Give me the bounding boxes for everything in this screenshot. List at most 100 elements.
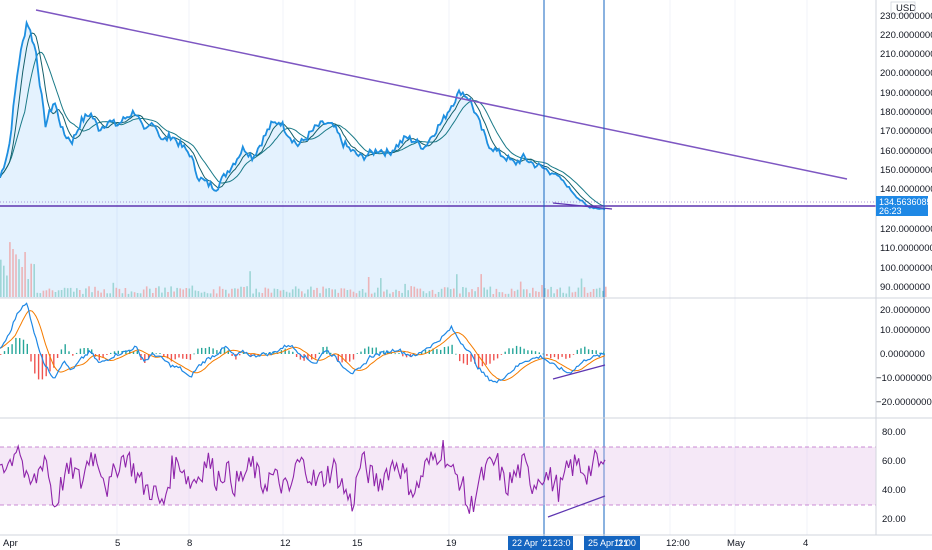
volume-bar	[434, 293, 437, 297]
descending-trendline[interactable]	[35, 9, 848, 180]
volume-bar	[404, 283, 406, 297]
macd-histogram-bar	[367, 346, 370, 354]
volume-bar	[185, 288, 188, 297]
macd-histogram-bar	[504, 351, 506, 354]
macd-histogram-bar	[3, 351, 6, 354]
volume-bar	[574, 291, 577, 297]
volume-bar	[386, 289, 388, 297]
macd-histogram-bar	[292, 351, 294, 354]
macd-histogram-bar	[185, 354, 188, 359]
volume-bar	[297, 288, 300, 297]
price-axis[interactable]: USD 230.0000000 220.0000000 210.0000000 …	[876, 1, 932, 293]
price-axis-label: 160.0000000	[880, 146, 932, 157]
price-wedge-line[interactable]	[552, 202, 613, 210]
volume-bar	[173, 291, 175, 297]
rsi-divergence-line[interactable]	[547, 495, 606, 518]
volume-bar	[364, 292, 367, 297]
macd-histogram-bar	[390, 353, 393, 354]
macd-histogram-bar	[34, 354, 36, 374]
macd-histogram-bar	[53, 354, 55, 368]
volume-bar	[221, 288, 224, 297]
volume-bar	[486, 289, 488, 297]
volume-bar	[313, 289, 315, 297]
volume-bar	[428, 291, 431, 297]
macd-divergence-line[interactable]	[552, 364, 606, 380]
macd-histogram-bar	[0, 354, 2, 355]
macd-histogram-bar	[455, 353, 457, 355]
volume-bar	[158, 286, 160, 297]
macd-histogram-bar	[572, 354, 575, 355]
volume-bar	[97, 290, 99, 297]
price-axis-label: 170.0000000	[880, 126, 932, 137]
volume-bar	[602, 290, 604, 297]
volume-bar	[343, 288, 346, 297]
macd-histogram-bar	[318, 352, 320, 354]
macd-histogram-bar	[147, 354, 150, 360]
macd-histogram-bar	[64, 344, 66, 354]
rsi-axis-label: 20.00	[882, 514, 906, 525]
macd-histogram-bar	[576, 349, 578, 354]
volume-bar	[459, 293, 461, 297]
currency-box[interactable]	[890, 1, 916, 15]
macd-histogram-bar	[330, 352, 332, 354]
volume-bar	[139, 293, 142, 297]
macd-histogram-bar	[352, 354, 355, 360]
volume-bar	[270, 292, 273, 297]
moving-average-line-fast	[0, 32, 606, 210]
time-axis[interactable]: Apr 5 8 12 15 19 22 Apr '21 23:0 25 Apr …	[3, 536, 808, 550]
volume-bar	[468, 292, 470, 297]
macd-histogram-bar	[11, 344, 13, 354]
time-highlight-left	[508, 536, 573, 550]
macd-histogram-bar	[60, 349, 63, 354]
countdown-timer: 26:23	[879, 206, 902, 216]
volume-bar	[149, 288, 151, 297]
volume-bar	[48, 288, 51, 297]
time-highlight-left-time: 23:0	[553, 538, 571, 548]
macd-histogram-bar	[584, 346, 586, 354]
rsi-axis-label: 80.00	[882, 427, 906, 438]
macd-axis[interactable]: 20.0000000 10.0000000 0.0000000 −10.0000…	[876, 305, 932, 408]
volume-bar	[319, 293, 321, 297]
volume-bar	[30, 263, 32, 297]
macd-histogram-bar	[595, 350, 597, 354]
volume-bar	[550, 286, 552, 297]
macd-histogram-bar	[550, 354, 552, 359]
time-highlight-right-time: 11:00	[614, 538, 636, 548]
macd-histogram-bar	[117, 350, 119, 354]
macd-histogram-bar	[98, 354, 100, 361]
macd-histogram-bar	[87, 348, 89, 354]
volume-bar	[279, 290, 282, 297]
volume-bar	[203, 291, 206, 297]
price-axis-label: 180.0000000	[880, 107, 932, 118]
price-axis-label: 110.0000000	[880, 243, 932, 254]
volume-bar	[529, 293, 531, 297]
macd-histogram-bar	[512, 348, 514, 354]
rsi-axis[interactable]: 80.00 60.00 40.00 20.00	[882, 427, 906, 525]
volume-bar	[85, 288, 87, 297]
volume-bar	[57, 290, 60, 297]
volume-bar	[377, 287, 379, 297]
volume-bar	[124, 288, 127, 297]
volume-bar	[115, 287, 118, 297]
macd-histogram-bar	[538, 352, 540, 354]
time-axis-label: Apr	[3, 538, 18, 549]
volume-bar	[425, 293, 428, 297]
volume-bar	[63, 287, 66, 297]
volume-bar	[422, 291, 425, 297]
macd-histogram-bar	[204, 348, 207, 354]
volume-bar	[167, 292, 169, 297]
volume-bar	[288, 292, 291, 297]
volume-bar	[352, 291, 355, 297]
macd-histogram-bar	[19, 338, 21, 354]
volume-bar	[562, 292, 564, 297]
macd-histogram-bar	[398, 353, 400, 354]
macd-histogram-bar	[102, 354, 104, 358]
volume-bar	[395, 289, 397, 297]
volume-bar	[161, 292, 163, 297]
current-price-value: 134.5636085	[879, 197, 932, 207]
volume-bar	[252, 293, 254, 297]
volume-bar	[592, 289, 595, 297]
price-line	[0, 19, 606, 211]
macd-histogram-bar	[136, 350, 138, 354]
